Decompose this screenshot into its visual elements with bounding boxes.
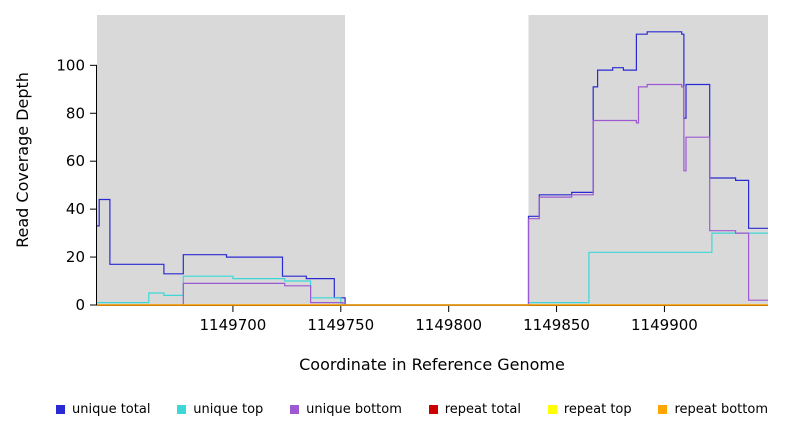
x-tick-label: 1149700 bbox=[200, 316, 267, 334]
x-axis-title: Coordinate in Reference Genome bbox=[299, 355, 565, 374]
y-tick-label: 80 bbox=[66, 104, 85, 122]
legend-item-unique-top: unique top bbox=[177, 402, 263, 417]
y-tick-label: 60 bbox=[66, 152, 85, 170]
legend-swatch-icon bbox=[428, 404, 438, 414]
shaded-region-2 bbox=[528, 15, 768, 305]
y-tick-label: 0 bbox=[75, 296, 85, 314]
legend-item-unique-bottom: unique bottom bbox=[290, 402, 402, 417]
legend-label: unique total bbox=[72, 401, 151, 417]
legend-item-repeat-bottom: repeat bottom bbox=[658, 402, 768, 417]
y-axis-title: Read Coverage Depth bbox=[13, 72, 32, 248]
chart-layers: 1149700 1149750 1149800 1149850 1149900 0 20 40… bbox=[56, 15, 768, 334]
legend-label: repeat bottom bbox=[674, 401, 768, 417]
x-tick-label: 1149800 bbox=[415, 316, 482, 334]
legend-label: unique top bbox=[193, 401, 264, 417]
chart-canvas: 1149700 1149750 1149800 1149850 1149900 0 20 40… bbox=[13, 15, 768, 374]
series-line-unique-total bbox=[97, 31, 768, 306]
legend-swatch-icon bbox=[658, 404, 668, 414]
legend-item-unique-total: unique total bbox=[56, 402, 150, 417]
x-tick-label: 1149850 bbox=[523, 316, 590, 334]
y-tick-label: 20 bbox=[66, 248, 85, 266]
y-tick-label: 40 bbox=[66, 200, 85, 218]
legend-label: repeat total bbox=[444, 401, 521, 417]
legend-item-repeat-top: repeat top bbox=[547, 401, 632, 417]
legend-swatch-icon bbox=[290, 404, 300, 414]
series-line-unique-bottom bbox=[97, 83, 768, 306]
y-tick-label: 100 bbox=[56, 56, 85, 74]
legend-item-repeat-total: repeat total bbox=[428, 401, 521, 417]
legend-label: repeat top bbox=[563, 401, 632, 417]
series-line-unique-top bbox=[97, 232, 768, 306]
x-tick-label: 1149750 bbox=[307, 316, 374, 334]
x-tick-label: 1149900 bbox=[631, 316, 698, 334]
legend-swatch-icon bbox=[177, 404, 187, 414]
shaded-region-1 bbox=[97, 15, 346, 305]
chart-legend: unique total unique top unique bottom repea… bbox=[0, 386, 792, 432]
legend-swatch-icon bbox=[56, 404, 65, 414]
legend-label: unique bottom bbox=[306, 401, 402, 417]
legend-swatch-icon bbox=[547, 404, 557, 414]
